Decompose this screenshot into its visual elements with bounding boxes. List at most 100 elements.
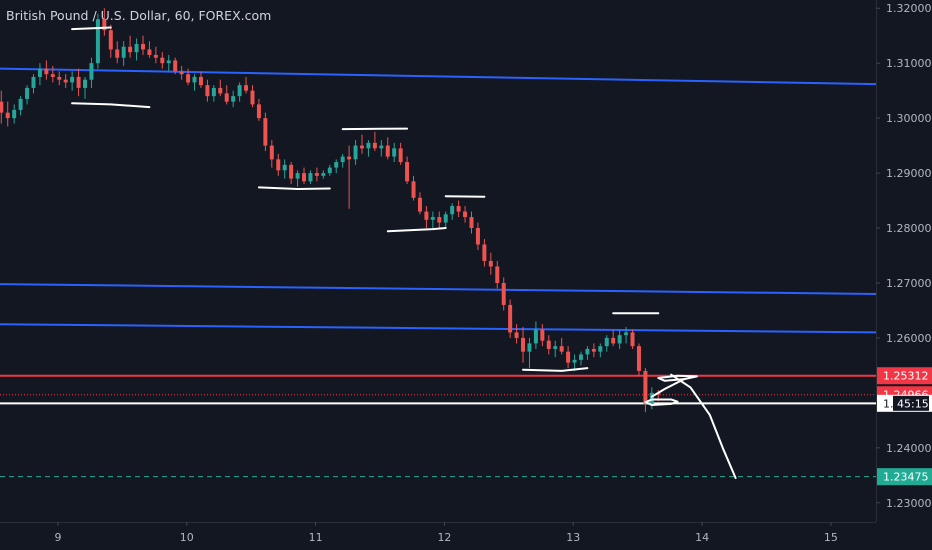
candle-body xyxy=(591,348,596,352)
candle-body xyxy=(218,87,223,94)
candle-body xyxy=(475,228,480,245)
drawing-stroke[interactable] xyxy=(522,367,589,372)
trend-line-layer[interactable] xyxy=(0,67,877,334)
candle-body xyxy=(166,60,171,64)
candle-body xyxy=(437,217,442,223)
candle-body xyxy=(237,85,242,97)
candle-body xyxy=(366,142,371,149)
y-tick-label: 1.31000 xyxy=(886,57,932,70)
candle-body xyxy=(443,214,448,223)
candle-body xyxy=(31,76,36,88)
candle-body xyxy=(392,148,397,157)
candle-body xyxy=(559,346,564,352)
price-axis[interactable]: 1.32000 1.31000 1.30000 1.29000 1.28000 1.270… xyxy=(876,2,932,510)
price-level-layer[interactable] xyxy=(0,374,876,478)
candle-body xyxy=(417,197,422,212)
candle-body xyxy=(121,46,126,58)
candle-body xyxy=(649,392,654,404)
candle-body xyxy=(153,54,158,58)
candle-body xyxy=(624,332,629,336)
trend-line[interactable] xyxy=(0,283,877,295)
price-badge-label: 1.25312 xyxy=(883,370,929,383)
trend-line[interactable] xyxy=(0,323,877,334)
candle-body xyxy=(50,74,55,77)
candle-body xyxy=(269,145,274,160)
drawing-stroke[interactable] xyxy=(257,186,331,190)
trend-line[interactable] xyxy=(0,67,877,86)
y-tick-label: 1.27000 xyxy=(886,277,932,290)
candle-body xyxy=(44,68,49,75)
drawing-stroke[interactable] xyxy=(670,373,737,479)
candle-body xyxy=(585,348,590,355)
candle-body xyxy=(398,148,403,163)
candle-body xyxy=(347,156,352,160)
drawing-stroke[interactable] xyxy=(444,195,486,198)
candle-body xyxy=(160,57,165,64)
candle-body xyxy=(147,49,152,55)
candle-body xyxy=(57,76,62,80)
x-tick-label: 15 xyxy=(824,531,838,544)
candle-body xyxy=(359,145,364,149)
candle-body xyxy=(572,359,577,363)
candle-body xyxy=(540,329,545,341)
drawing-stroke[interactable] xyxy=(650,378,686,398)
candle-body xyxy=(205,85,210,97)
time-axis[interactable]: 9 10 11 12 13 14 15 xyxy=(54,522,838,544)
y-tick-label: 1.28000 xyxy=(886,222,932,235)
candle-body xyxy=(488,261,493,267)
candle-body xyxy=(508,304,513,333)
candle-body xyxy=(566,351,571,363)
candle-body xyxy=(463,211,468,218)
candle-body xyxy=(18,98,23,110)
candle-body xyxy=(102,19,107,31)
drawing-stroke[interactable] xyxy=(71,102,151,109)
candle-body xyxy=(302,173,307,182)
candle-body xyxy=(469,217,474,229)
drawing-stroke[interactable] xyxy=(71,26,112,31)
candle-body xyxy=(456,206,461,212)
candle-body xyxy=(636,346,641,371)
candle-body xyxy=(482,244,487,261)
candle-body xyxy=(308,173,313,182)
candle-body xyxy=(12,109,17,119)
candle-body xyxy=(578,354,583,360)
candle-body xyxy=(173,60,178,72)
candle-body xyxy=(334,162,339,168)
candle-body xyxy=(5,112,10,119)
candle-body xyxy=(385,145,390,157)
candle-body xyxy=(276,159,281,171)
candle-body xyxy=(424,211,429,220)
candle-body xyxy=(115,49,120,58)
candle-body xyxy=(340,156,345,163)
y-tick-label: 1.30000 xyxy=(886,112,932,125)
candle-body xyxy=(546,340,551,349)
candle-body xyxy=(295,173,300,179)
x-tick-label: 11 xyxy=(309,531,323,544)
candle-body xyxy=(37,68,42,77)
y-tick-label: 1.29000 xyxy=(886,167,932,180)
x-tick-label: 12 xyxy=(437,531,451,544)
countdown-bg xyxy=(893,395,929,411)
drawing-stroke[interactable] xyxy=(644,398,679,406)
candle-body xyxy=(405,162,410,182)
candle-body xyxy=(211,87,216,97)
candle-body xyxy=(128,46,133,53)
candle-body xyxy=(108,30,113,50)
drawing-annotation-layer[interactable] xyxy=(71,26,737,479)
drawing-stroke[interactable] xyxy=(386,227,447,233)
candle-body xyxy=(553,346,558,349)
candle-body xyxy=(63,79,68,83)
candlestick-series xyxy=(0,8,661,413)
candle-body xyxy=(617,335,622,344)
drawing-stroke[interactable] xyxy=(341,127,409,131)
candle-body xyxy=(379,145,384,149)
candle-body xyxy=(83,79,88,88)
candle-body xyxy=(604,337,609,347)
price-badge: 1.23475 xyxy=(877,468,932,486)
x-tick-label: 9 xyxy=(54,531,61,544)
candle-body xyxy=(70,76,75,83)
candle-body xyxy=(282,164,287,171)
y-tick-label: 1.32000 xyxy=(886,2,932,15)
candle-body xyxy=(501,282,506,305)
